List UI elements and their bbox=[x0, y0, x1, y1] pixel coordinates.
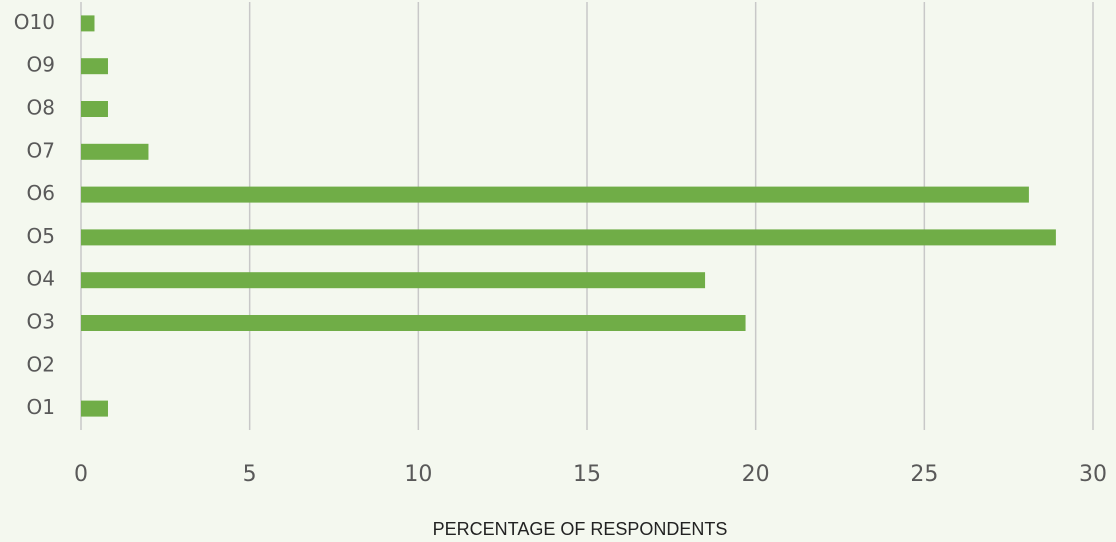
y-tick-label: O7 bbox=[27, 138, 55, 162]
y-tick-label: O2 bbox=[27, 352, 55, 376]
x-tick-label: 10 bbox=[404, 462, 432, 487]
bar bbox=[81, 186, 1029, 203]
bar bbox=[81, 272, 706, 289]
x-tick-label: 20 bbox=[742, 462, 770, 487]
y-tick-label: O8 bbox=[27, 96, 55, 120]
x-axis-label: PERCENTAGE OF RESPONDENTS bbox=[433, 519, 728, 539]
bar bbox=[81, 15, 95, 32]
y-tick-label: O6 bbox=[27, 181, 55, 205]
bar bbox=[81, 58, 108, 75]
bar bbox=[81, 229, 1056, 246]
x-tick-label: 30 bbox=[1079, 462, 1107, 487]
x-tick-label: 15 bbox=[573, 462, 601, 487]
y-tick-label: O9 bbox=[27, 53, 55, 77]
y-tick-label: O4 bbox=[27, 267, 55, 291]
x-tick-label: 5 bbox=[243, 462, 257, 487]
bar bbox=[81, 143, 149, 160]
bar bbox=[81, 101, 108, 117]
y-tick-label: O5 bbox=[27, 224, 55, 248]
y-tick-label: O1 bbox=[27, 395, 55, 419]
y-tick-label: O3 bbox=[27, 310, 55, 334]
x-tick-label: 0 bbox=[74, 462, 88, 487]
x-tick-label: 25 bbox=[910, 462, 938, 487]
bar bbox=[81, 315, 746, 331]
y-tick-label: O10 bbox=[14, 10, 55, 34]
bar bbox=[81, 400, 108, 417]
